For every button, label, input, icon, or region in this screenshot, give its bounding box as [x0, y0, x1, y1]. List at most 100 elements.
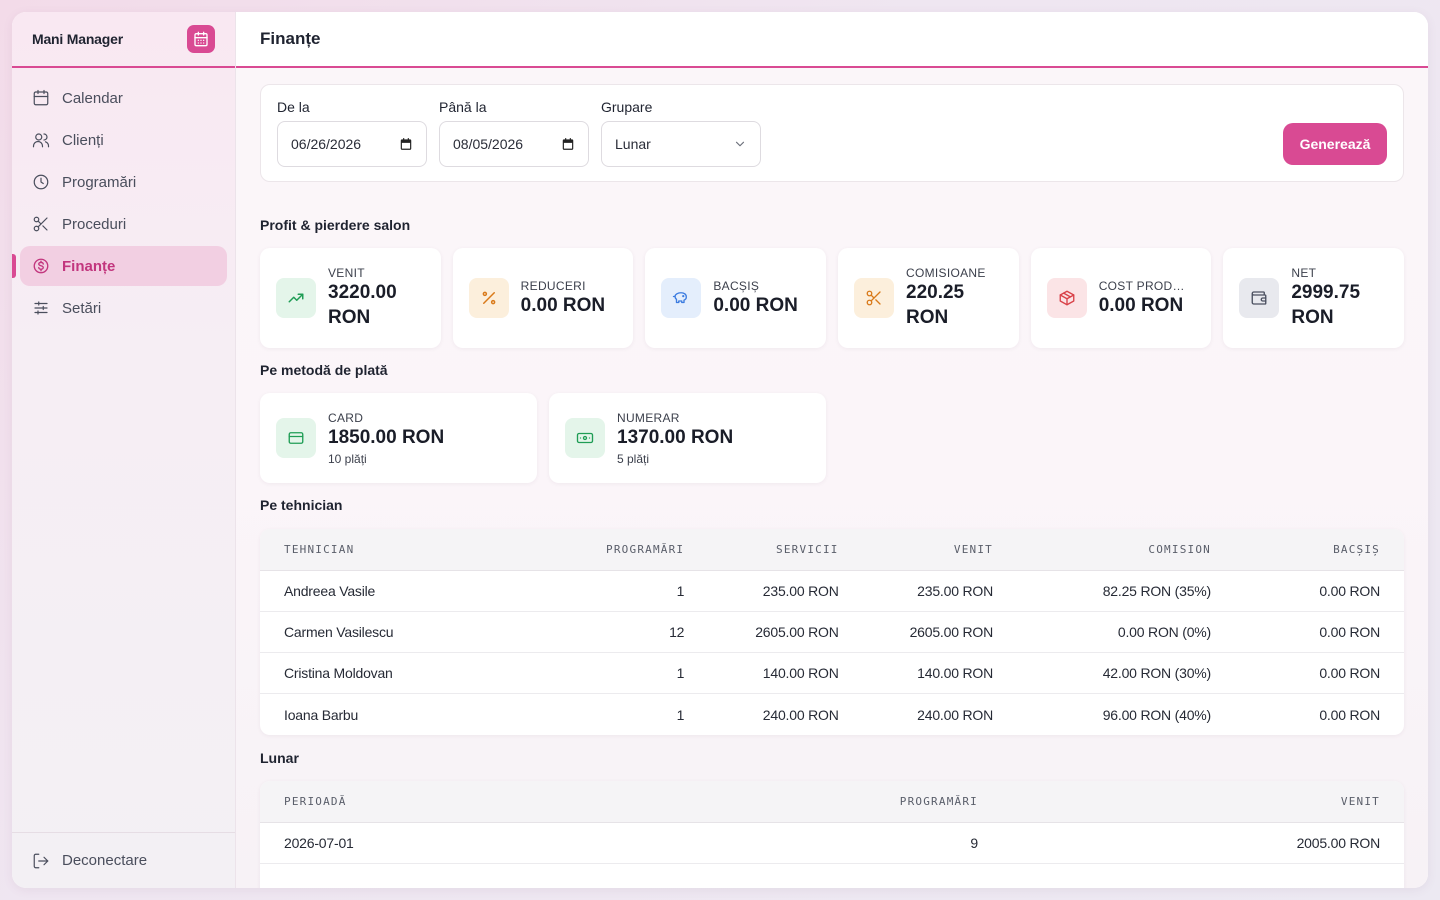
payment-count: 5 plăți [617, 451, 650, 466]
services-cell: 235.00 RON [708, 571, 863, 612]
tips-cell: 0.00 RON [1235, 653, 1404, 694]
stat-label: CARD [328, 410, 364, 425]
scissors-icon [854, 278, 895, 318]
table-header-row: PERIOADĂ PROGRAMĂRI VENIT [260, 781, 1404, 823]
table-row[interactable]: Carmen Vasilescu 12 2605.00 RON 2605.00 … [260, 612, 1404, 653]
piggy-bank-icon [661, 278, 702, 318]
users-icon [32, 133, 50, 148]
revenue-cell: 240.00 RON [917, 706, 993, 723]
column-header[interactable]: PROGRAMĂRI [582, 781, 1002, 823]
table-row[interactable]: 2026-07-01 9 2005.00 RON [260, 823, 1404, 864]
topbar: Finanțe [236, 12, 1428, 68]
column-header[interactable]: SERVICII [708, 529, 863, 571]
main-panel: Finanțe De la 06/26/2026 Până la 08/05/2… [236, 12, 1428, 888]
column-header[interactable]: TEHNICIAN [260, 529, 560, 571]
services-cell: 140.00 RON [708, 653, 863, 694]
period-cell: 2026-07-01 [260, 823, 582, 864]
stat-card-commissions: COMISIOANE 220.25 RON [838, 248, 1019, 348]
stat-card-revenue: VENIT 3220.00 RON [260, 248, 441, 348]
appointments-cell: 1 [676, 706, 685, 723]
sidebar: Mani Manager Calendar Clienți Programări… [12, 12, 236, 888]
stat-label: REDUCERI [520, 278, 586, 293]
sliders-icon [34, 301, 48, 315]
stat-label: BACȘIȘ [713, 278, 760, 293]
appointments-cell: 1 [560, 571, 709, 612]
table-row[interactable]: Andreea Vasile 1 235.00 RON 235.00 RON 8… [260, 571, 1404, 612]
calendar-logo-icon[interactable] [187, 25, 215, 53]
sidebar-item-settings[interactable]: Setări [20, 288, 227, 328]
percent-icon [468, 278, 509, 318]
generate-button[interactable]: Generează [1283, 123, 1387, 165]
chevron-down-icon [735, 141, 745, 147]
column-header[interactable]: VENIT [862, 529, 1017, 571]
sidebar-item-procedures[interactable]: Proceduri [20, 204, 227, 244]
calendar-picker-icon[interactable] [399, 137, 413, 151]
stat-value: 3220.00 RON [328, 282, 397, 328]
payment-card-card: CARD 1850.00 RON 10 plăți [260, 393, 537, 483]
sidebar-nav: Calendar Clienți Programări Proceduri Fi… [12, 68, 235, 832]
grouping-select[interactable]: Lunar [601, 121, 761, 167]
revenue-cell: 2005.00 RON [1002, 823, 1404, 864]
technician-name: Andreea Vasile [260, 571, 560, 612]
stat-value: 1370.00 RON [617, 426, 734, 448]
from-date-field: De la 06/26/2026 [277, 99, 427, 167]
sidebar-item-calendar[interactable]: Calendar [20, 78, 227, 118]
column-header[interactable]: BACȘIȘ [1235, 529, 1404, 571]
trend-up-icon [276, 278, 316, 318]
table-row[interactable]: Ioana Barbu 1 240.00 RON 240.00 RON 96.0… [260, 694, 1404, 735]
stat-value: 0.00 RON [1098, 294, 1184, 316]
to-date-field: Până la 08/05/2026 [439, 99, 589, 167]
logout-button[interactable]: Deconectare [12, 832, 235, 888]
sidebar-item-appointments[interactable]: Programări [20, 162, 227, 202]
stat-label: COST PRODUSE [1098, 278, 1191, 293]
from-date-input[interactable]: 06/26/2026 [277, 121, 427, 167]
stat-value: 1850.00 RON [328, 426, 445, 448]
tips-cell: 0.00 RON [1319, 706, 1380, 723]
sidebar-item-label: Setări [62, 299, 102, 317]
calendar-picker-icon[interactable] [561, 137, 575, 151]
profit-cards: VENIT 3220.00 RON REDUCERI 0.00 RON [260, 248, 1405, 348]
to-date-input[interactable]: 08/05/2026 [439, 121, 589, 167]
technicians-table: TEHNICIAN PROGRAMĂRI SERVICII VENIT COMI… [260, 529, 1404, 735]
logout-label: Deconectare [62, 852, 148, 869]
services-cell: 240.00 RON [762, 706, 839, 723]
filters-panel: De la 06/26/2026 Până la 08/05/2026 Grup… [260, 84, 1404, 182]
profit-loss-title: Profit & pierdere salon [260, 217, 411, 233]
stat-card-discounts: REDUCERI 0.00 RON [452, 248, 634, 348]
tips-cell: 0.00 RON [1235, 612, 1404, 653]
table-row[interactable] [260, 864, 1404, 888]
sidebar-item-clients[interactable]: Clienți [20, 120, 227, 160]
from-date-value: 06/26/2026 [291, 136, 362, 152]
monthly-table: PERIOADĂ PROGRAMĂRI VENIT 2026-07-01 9 2… [260, 781, 1404, 888]
appointments-cell: 9 [582, 823, 1002, 864]
stat-value: 220.25 RON [906, 282, 965, 328]
to-date-label: Până la [439, 99, 487, 115]
box-icon [1046, 278, 1087, 318]
sidebar-item-label: Calendar [62, 89, 123, 107]
content-area: De la 06/26/2026 Până la 08/05/2026 Grup… [236, 68, 1428, 888]
stat-value: 0.00 RON [713, 294, 798, 316]
commission-cell: 0.00 RON (0%) [1017, 612, 1235, 653]
clock-icon [33, 174, 49, 190]
app-name: Mani Manager [32, 31, 123, 47]
stat-label: COMISIOANE [906, 266, 986, 280]
brand-header: Mani Manager [12, 12, 235, 68]
calendar-icon [33, 89, 49, 106]
scissors-icon [33, 216, 48, 232]
period-cell [260, 864, 582, 888]
column-header[interactable]: PROGRAMĂRI [560, 529, 709, 571]
sidebar-item-finance[interactable]: Finanțe [12, 246, 227, 286]
table-row[interactable]: Cristina Moldovan 1 140.00 RON 140.00 RO… [260, 653, 1404, 694]
grouping-value: Lunar [615, 136, 651, 152]
appointments-cell [582, 864, 1002, 888]
payment-count: 10 plăți [328, 451, 367, 466]
sidebar-item-label: Proceduri [62, 215, 127, 233]
revenue-cell: 140.00 RON [862, 653, 1017, 694]
stat-card-tips: BACȘIȘ 0.00 RON [645, 248, 827, 348]
column-header[interactable]: COMISION [1017, 529, 1235, 571]
revenue-cell: 235.00 RON [862, 571, 1017, 612]
revenue-cell: 2605.00 RON [862, 612, 1017, 653]
column-header[interactable]: PERIOADĂ [260, 781, 582, 823]
column-header[interactable]: VENIT [1002, 781, 1404, 823]
stat-card-net: NET 2999.75 RON [1223, 248, 1405, 348]
